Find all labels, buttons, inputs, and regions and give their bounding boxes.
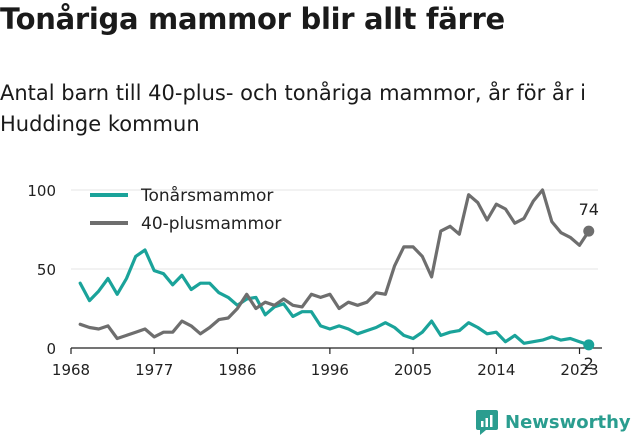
y-axis: 0 50 100 [27, 182, 56, 358]
x-tick-label: 1996 [311, 361, 349, 379]
y-tick-label: 0 [46, 340, 56, 358]
x-tick-label: 1986 [218, 361, 256, 379]
end-labels: 2 74 [579, 200, 599, 373]
x-tick-label: 1968 [52, 361, 90, 379]
brand-logo[interactable]: Newsworthy [475, 407, 631, 437]
grid-lines [71, 189, 598, 270]
chart-title: Tonåriga mammor blir allt färre [0, 2, 505, 36]
newsworthy-logo-icon [476, 410, 498, 435]
series-line-tonarsmammor [78, 248, 591, 347]
x-tick-label: 2005 [394, 361, 432, 379]
series-lines [78, 188, 595, 351]
x-tick-label: 2023 [560, 361, 598, 379]
brand-name: Newsworthy [505, 411, 631, 433]
legend-label: 40-plusmammor [141, 214, 281, 234]
end-value-label: 74 [579, 200, 599, 219]
series-end-point [583, 225, 595, 237]
x-tick-label: 2014 [477, 361, 515, 379]
chart-subtitle: Antal barn till 40-plus- och tonåriga ma… [0, 81, 586, 136]
y-tick-label: 50 [37, 261, 56, 279]
x-axis: 1968 1977 1986 1996 2005 2014 2023 [52, 347, 602, 379]
legend: Tonårsmammor 40-plusmammor [90, 185, 281, 234]
series-end-point [583, 339, 595, 351]
y-tick-label: 100 [27, 182, 56, 200]
legend-label: Tonårsmammor [140, 185, 273, 206]
end-value-label: 2 [584, 354, 594, 373]
series-line-40-plusmammor [78, 188, 591, 341]
x-tick-label: 1977 [135, 361, 173, 379]
